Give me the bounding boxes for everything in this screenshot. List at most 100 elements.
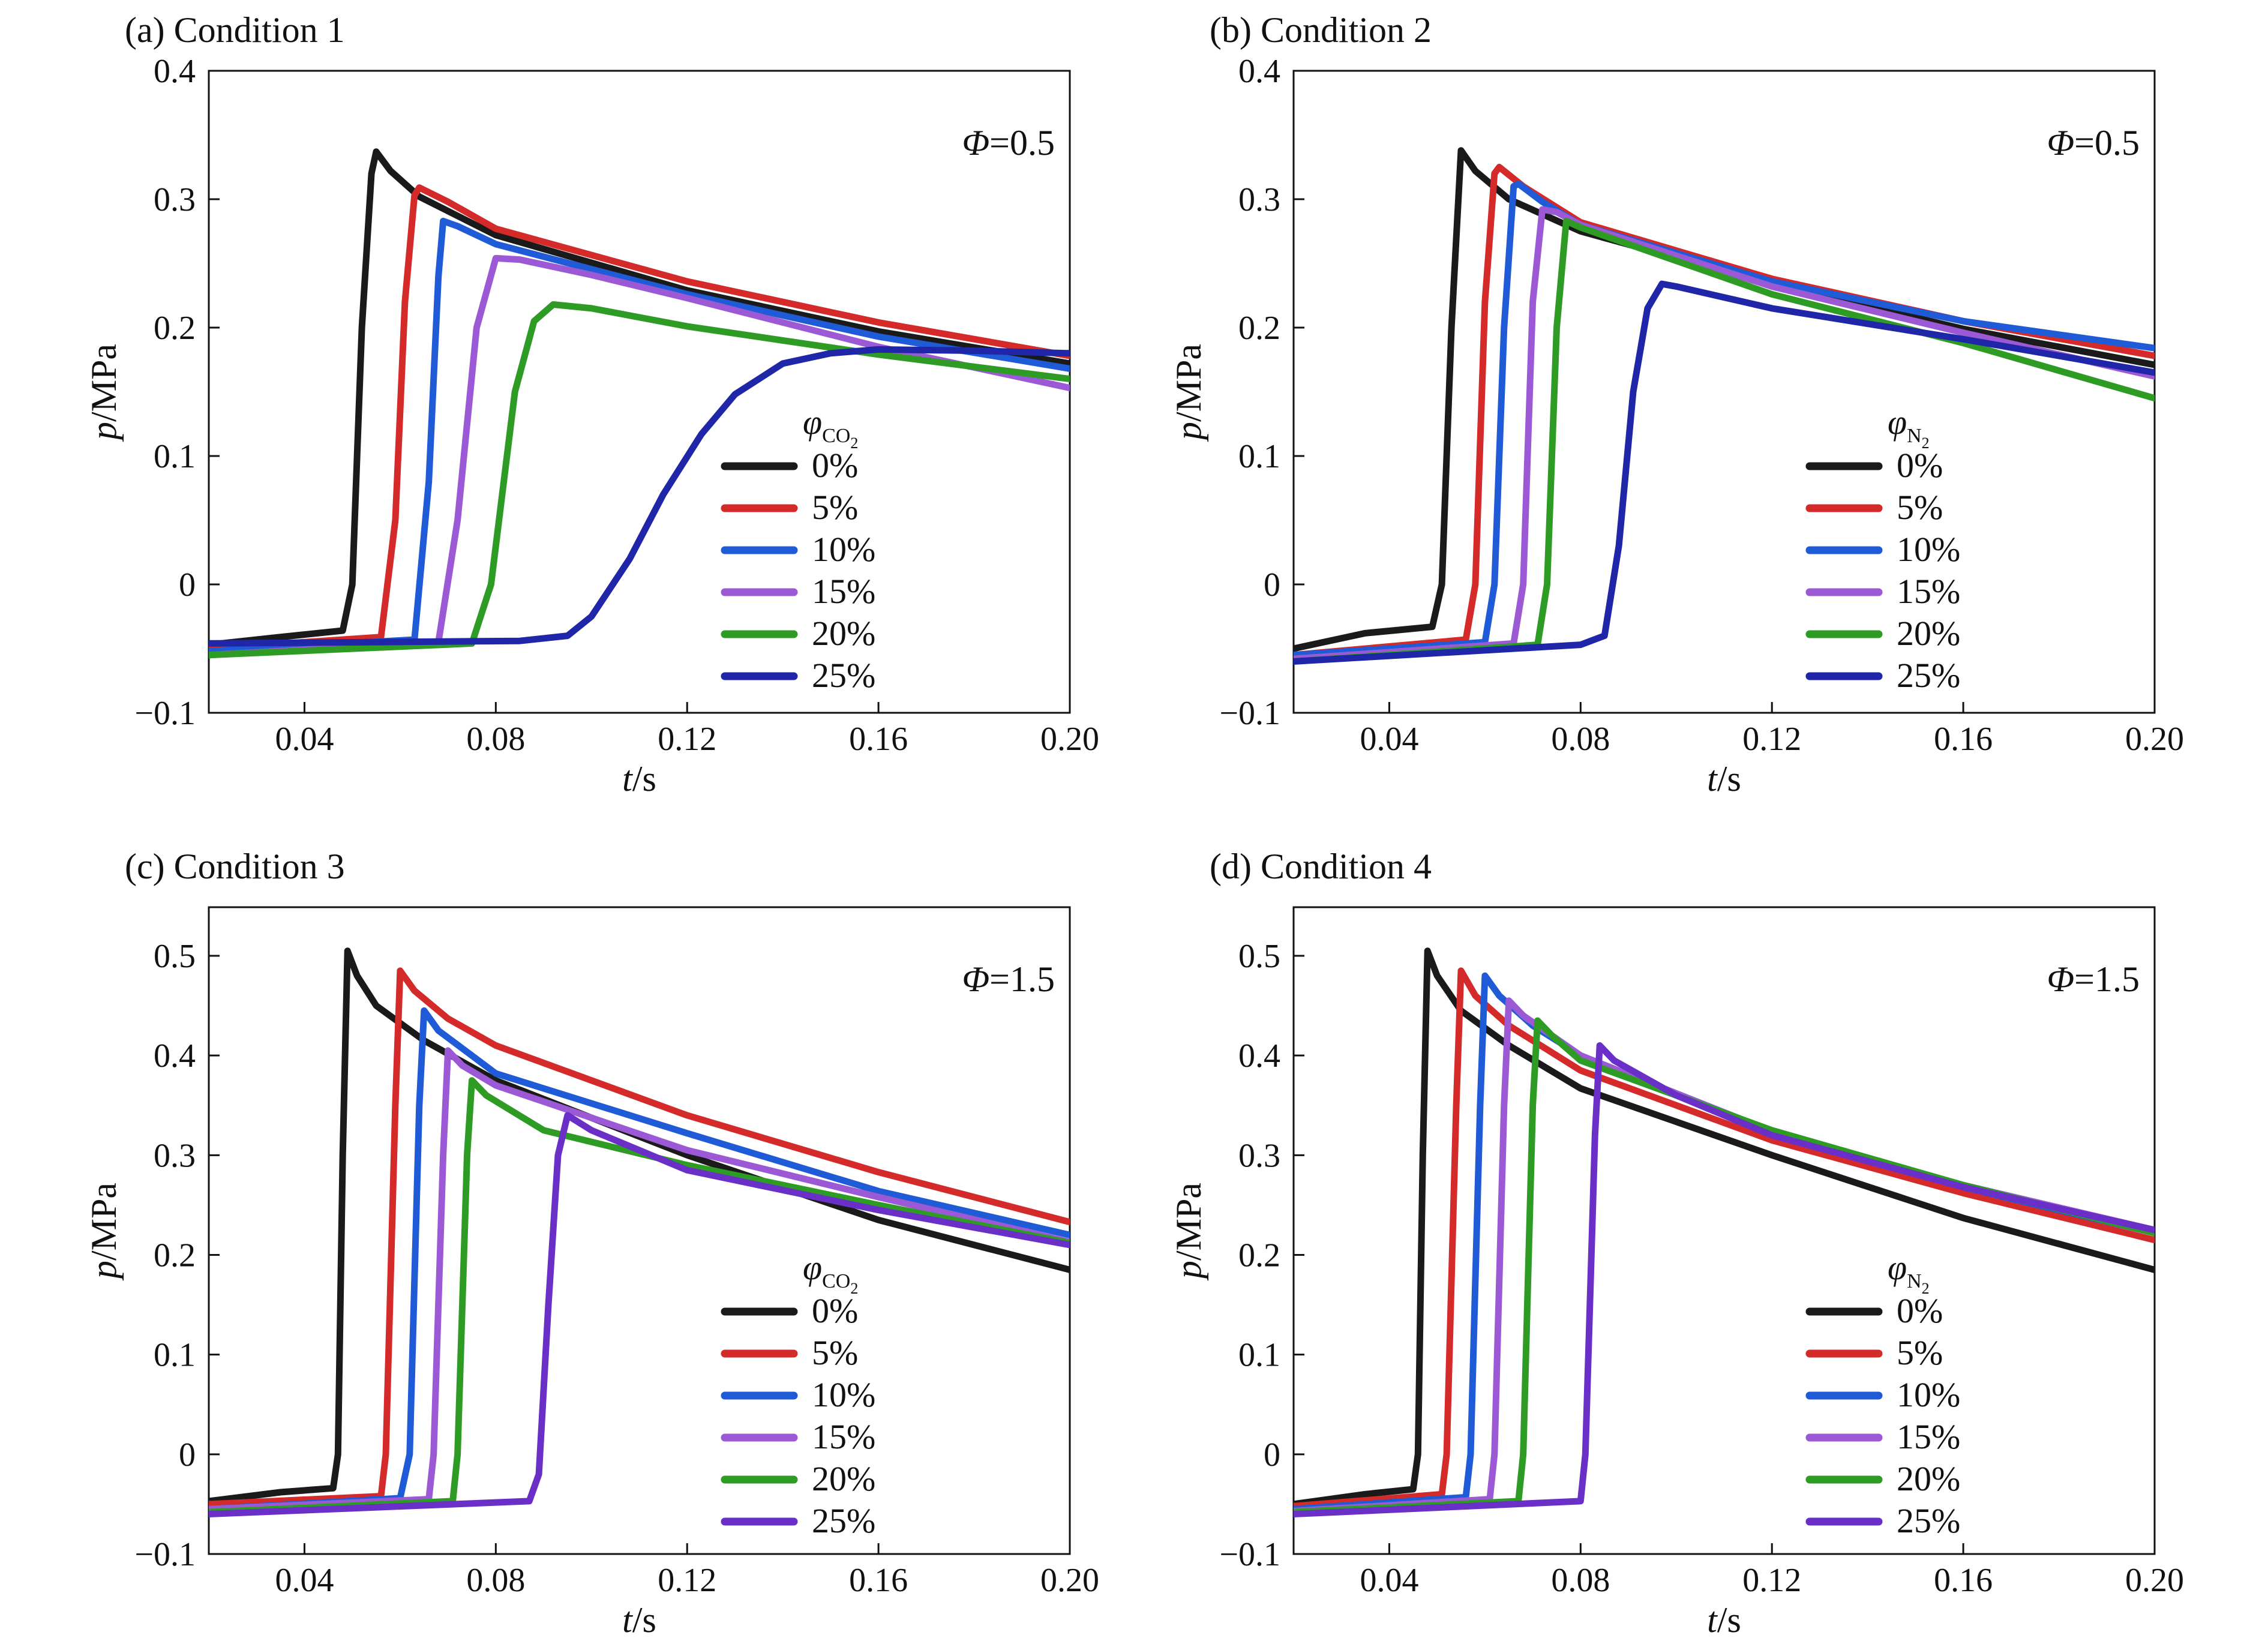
x-tick-label: 0.20 [1040, 721, 1099, 758]
x-tick-label: 0.08 [466, 721, 525, 758]
panel-4: 0.04 0.08 0.12 0.16 0.20 −0.1 0 0.1 0.2 0.3 0.4 0.5… [1169, 847, 2184, 1640]
x-axis-label: t/s [1707, 1600, 1741, 1640]
y-axis-label: p/MPa [84, 1183, 124, 1281]
y-axis-label: p/MPa [1169, 1183, 1208, 1281]
legend-entry: 10% [1897, 1375, 1960, 1414]
y-tick-label: 0 [1264, 1436, 1280, 1474]
x-tick-label: 0.20 [2125, 721, 2184, 758]
y-tick-label: −0.1 [134, 695, 196, 732]
plot-frame [1292, 70, 2156, 714]
series-line-15pct [1294, 206, 2155, 662]
legend-title: φCO2 [803, 1248, 858, 1297]
y-tick-label: 0.4 [1238, 53, 1280, 90]
series-line-15pct [209, 254, 1070, 659]
y-tick-label: 0.4 [1238, 1037, 1280, 1075]
y-tick-label: 0.2 [154, 310, 196, 347]
legend-entry: 5% [812, 1333, 858, 1372]
y-tick-label: 0.5 [154, 938, 196, 975]
y-tick-label: 0.1 [154, 1337, 196, 1374]
x-tick-label: 0.12 [658, 721, 716, 758]
legend-entry: 25% [812, 1501, 875, 1540]
x-axis-label: t/s [1707, 759, 1741, 799]
x-tick-label: 0.16 [1934, 721, 1993, 758]
series-line-10pct [1294, 180, 2155, 659]
legend-entry: 15% [812, 1417, 875, 1456]
legend-entry: 10% [812, 1375, 875, 1414]
series-line-15pct [209, 1047, 1070, 1513]
y-tick-label: 0.3 [1238, 1137, 1280, 1174]
y-tick-label: 0.2 [1238, 310, 1280, 347]
series-line-25pct [209, 346, 1070, 647]
series-line-0pct [209, 947, 1070, 1505]
y-tick-label: 0.4 [154, 53, 196, 90]
series-line-5pct [209, 184, 1070, 652]
series-line-5pct [1294, 164, 2155, 659]
series-line-5pct [1294, 967, 2155, 1510]
legend-entry: 20% [1897, 1459, 1960, 1498]
legend-title: φCO2 [803, 403, 858, 452]
legend-entry: 0% [812, 1291, 858, 1330]
x-tick-label: 0.12 [658, 1562, 716, 1599]
series-line-20pct [209, 301, 1070, 659]
legend-entry: 20% [812, 1459, 875, 1498]
series-line-5pct [209, 967, 1070, 1508]
legend-entry: 15% [812, 572, 875, 611]
legend-entry: 25% [1897, 1501, 1960, 1540]
legend-entry: 0% [1897, 1291, 1943, 1330]
phi-annotation: Φ=1.5 [962, 959, 1055, 999]
y-axis-label: p/MPa [84, 344, 124, 442]
panel-title: (b) Condition 2 [1210, 10, 1432, 50]
x-axis-label: t/s [622, 1600, 656, 1640]
y-tick-label: −0.1 [134, 1536, 196, 1573]
legend-entry: 15% [1897, 1417, 1960, 1456]
x-tick-label: 0.04 [275, 721, 334, 758]
x-tick-label: 0.04 [275, 1562, 334, 1599]
panel-2: 0.04 0.08 0.12 0.16 0.20 −0.1 0 0.1 0.2 0.3 0.4(b)… [1169, 10, 2184, 799]
y-tick-label: 0.2 [154, 1237, 196, 1274]
y-tick-label: −0.1 [1219, 1536, 1280, 1573]
y-tick-label: 0.5 [1238, 938, 1280, 975]
y-tick-label: 0.4 [154, 1037, 196, 1075]
y-tick-label: 0.2 [1238, 1237, 1280, 1274]
x-tick-label: 0.08 [466, 1562, 525, 1599]
legend-entry: 20% [1897, 614, 1960, 653]
legend-entry: 5% [1897, 488, 1943, 527]
legend-entry: 10% [812, 530, 875, 569]
series-line-25pct [1294, 280, 2155, 665]
x-axis-label: t/s [622, 759, 656, 799]
x-tick-label: 0.16 [849, 1562, 908, 1599]
panel-1: 0.04 0.08 0.12 0.16 0.20 −0.1 0 0.1 0.2 0.3 0.4(a)… [84, 10, 1099, 799]
x-tick-label: 0.12 [1742, 1562, 1801, 1599]
legend-entry: 15% [1897, 572, 1960, 611]
plot-frame [208, 70, 1071, 714]
x-tick-label: 0.20 [1040, 1562, 1099, 1599]
y-tick-label: 0.1 [154, 438, 196, 475]
series-group [209, 947, 1070, 1517]
panel-title: (c) Condition 3 [125, 847, 345, 886]
x-tick-label: 0.16 [849, 721, 908, 758]
series-line-0pct [209, 148, 1070, 649]
series-line-10pct [209, 217, 1070, 655]
legend-entry: 5% [812, 488, 858, 527]
legend-entry: 25% [812, 656, 875, 695]
y-tick-label: −0.1 [1219, 695, 1280, 732]
series-group [1294, 947, 2155, 1517]
series-group [209, 148, 1070, 659]
series-line-25pct [209, 1112, 1070, 1517]
y-tick-label: 0.3 [154, 1137, 196, 1174]
series-line-10pct [209, 1007, 1070, 1513]
y-tick-label: 0.3 [1238, 181, 1280, 218]
panel-title: (a) Condition 1 [125, 10, 345, 50]
series-line-0pct [1294, 147, 2155, 652]
y-tick-label: 0 [179, 566, 196, 604]
x-tick-label: 0.04 [1360, 1562, 1418, 1599]
legend-entry: 10% [1897, 530, 1960, 569]
y-axis-label: p/MPa [1169, 344, 1208, 442]
series-line-25pct [1294, 1042, 2155, 1517]
legend-entry: 0% [1897, 446, 1943, 485]
series-line-20pct [1294, 1017, 2155, 1516]
